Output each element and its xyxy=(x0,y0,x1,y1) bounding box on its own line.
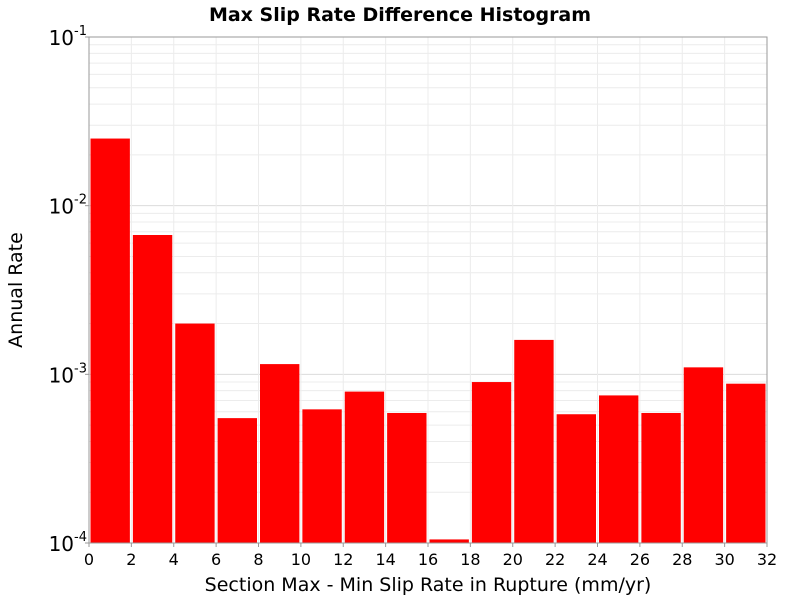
x-tick-label: 2 xyxy=(126,550,136,569)
x-tick-label: 16 xyxy=(418,550,438,569)
x-tick-label: 10 xyxy=(291,550,311,569)
x-tick-label: 12 xyxy=(333,550,353,569)
x-tick-label: 30 xyxy=(714,550,734,569)
chart-title: Max Slip Rate Difference Histogram xyxy=(209,4,591,26)
histogram-bar xyxy=(302,409,342,543)
bar-series xyxy=(90,138,766,543)
x-tick-label: 0 xyxy=(84,550,94,569)
x-tick-label: 8 xyxy=(253,550,263,569)
histogram-bar xyxy=(217,418,257,543)
x-tick-label: 26 xyxy=(630,550,650,569)
x-tick-label: 28 xyxy=(672,550,692,569)
histogram-bar xyxy=(175,323,215,543)
histogram-bar xyxy=(90,138,130,543)
x-tick-label: 18 xyxy=(460,550,480,569)
y-tick-label: 10-1 xyxy=(49,24,87,50)
x-tick-label: 14 xyxy=(375,550,395,569)
y-tick-label: 10-2 xyxy=(49,193,87,219)
histogram-bar xyxy=(132,235,173,543)
histogram-bar xyxy=(429,539,469,543)
x-tick-label: 22 xyxy=(545,550,565,569)
x-tick-label: 24 xyxy=(587,550,607,569)
histogram-bar xyxy=(514,339,554,543)
histogram-bar xyxy=(641,412,681,543)
y-axis-label: Annual Rate xyxy=(5,232,27,348)
histogram-bar xyxy=(599,395,639,543)
x-tick-label: 20 xyxy=(503,550,523,569)
y-axis-ticks: 10-4 10-3 10-2 10-1 xyxy=(49,24,89,556)
x-tick-label: 6 xyxy=(211,550,221,569)
x-axis-label: Section Max - Min Slip Rate in Rupture (… xyxy=(205,574,652,596)
histogram-bar xyxy=(556,414,596,543)
histogram-bar xyxy=(387,412,427,543)
histogram-bar xyxy=(344,391,385,543)
x-tick-label: 32 xyxy=(757,550,777,569)
histogram-bar xyxy=(683,367,724,543)
histogram-bar xyxy=(471,382,512,543)
histogram-bar xyxy=(726,383,766,543)
histogram-bar xyxy=(260,364,300,543)
x-tick-label: 4 xyxy=(169,550,179,569)
y-tick-label: 10-3 xyxy=(49,361,87,387)
y-tick-label: 10-4 xyxy=(49,530,87,556)
x-axis-ticks: 0 2 4 6 8 10 12 14 16 18 20 22 24 26 28 30 32 xyxy=(84,543,777,569)
